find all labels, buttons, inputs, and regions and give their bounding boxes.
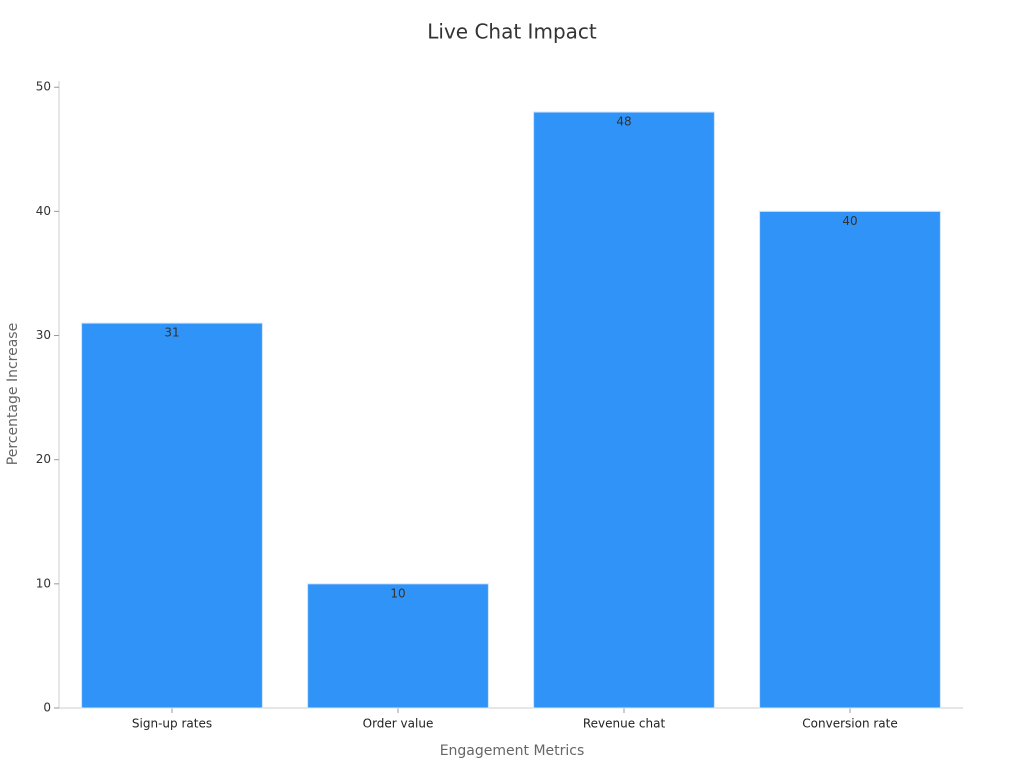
data-label: 40 bbox=[842, 214, 857, 228]
x-tick-label: Revenue chat bbox=[583, 717, 666, 731]
bar bbox=[81, 322, 263, 709]
bar bbox=[307, 583, 489, 709]
y-tick-label: 40 bbox=[36, 204, 51, 218]
y-tick-label: 30 bbox=[36, 328, 51, 342]
y-tick-label: 0 bbox=[43, 701, 51, 715]
x-tick-label: Conversion rate bbox=[802, 717, 897, 731]
bar bbox=[759, 210, 941, 709]
data-label: 31 bbox=[164, 326, 179, 340]
y-axis-label: Percentage Increase bbox=[5, 323, 21, 465]
x-tick-label: Order value bbox=[363, 717, 434, 731]
y-tick-label: 10 bbox=[36, 576, 51, 590]
data-label: 10 bbox=[390, 586, 405, 600]
chart-title: Live Chat Impact bbox=[427, 20, 597, 44]
data-label: 48 bbox=[616, 115, 631, 129]
y-tick-label: 20 bbox=[36, 452, 51, 466]
y-tick-label: 50 bbox=[36, 80, 51, 94]
x-tick-label: Sign-up rates bbox=[132, 717, 212, 731]
x-axis-label: Engagement Metrics bbox=[440, 743, 585, 759]
bar bbox=[533, 111, 715, 709]
